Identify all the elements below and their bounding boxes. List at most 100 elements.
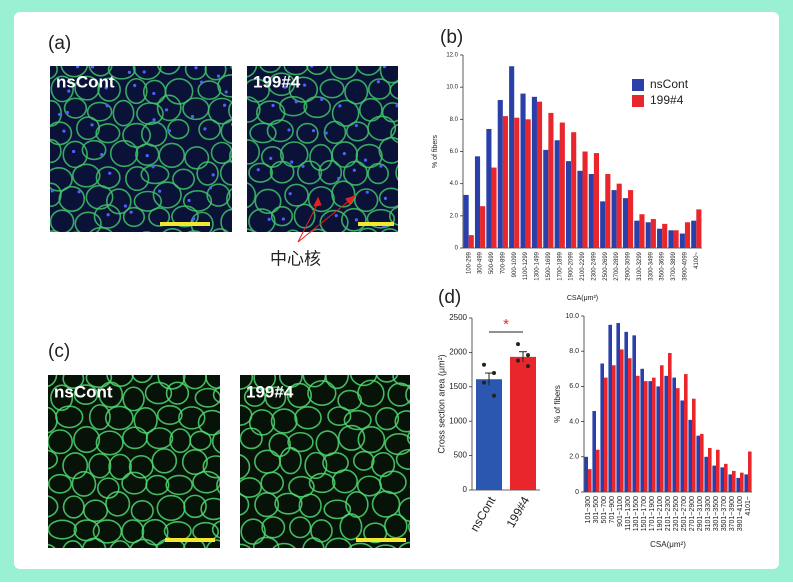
cell — [270, 206, 294, 227]
cell — [189, 430, 212, 451]
cell — [306, 66, 329, 76]
nucleus — [211, 173, 215, 177]
cell — [50, 384, 74, 412]
cell — [289, 516, 312, 539]
nucleus — [302, 83, 307, 87]
cell — [48, 473, 73, 494]
legend-label: nsCont — [650, 77, 689, 91]
nucleus — [354, 123, 358, 128]
data-point — [526, 353, 530, 358]
nucleus — [129, 210, 133, 214]
cell — [157, 66, 181, 75]
cell — [140, 164, 170, 185]
y-tick-label: 10.0 — [565, 313, 579, 320]
nucleus — [57, 112, 62, 117]
bar — [676, 388, 680, 492]
cell — [268, 432, 291, 458]
cell — [122, 386, 145, 412]
cell — [296, 122, 319, 144]
x-tick-label: 3100-3299 — [637, 251, 643, 280]
cell — [398, 497, 410, 523]
nucleus — [216, 74, 221, 78]
cell — [371, 490, 401, 518]
data-point — [516, 342, 520, 347]
cell — [355, 66, 382, 76]
cell — [307, 186, 335, 213]
nucleus — [123, 204, 128, 208]
bar — [656, 386, 660, 492]
bar — [502, 116, 508, 248]
cell — [375, 406, 400, 431]
x-tick-label: 2701~2900 — [689, 496, 696, 531]
cell — [107, 66, 136, 80]
x-tick-label: 2901~3100 — [697, 496, 704, 531]
image-label: 199#4 — [246, 382, 294, 401]
nucleus — [100, 152, 104, 157]
nucleus — [105, 104, 109, 108]
cell — [95, 430, 124, 456]
cell — [302, 537, 325, 548]
cell — [254, 492, 280, 518]
x-tick-label: 101~300 — [585, 496, 592, 524]
bar — [680, 400, 684, 492]
x-tick-label: 2900-3099 — [626, 251, 632, 280]
cell — [352, 450, 375, 471]
cell — [318, 159, 343, 185]
nucleus — [342, 152, 346, 156]
cell — [55, 405, 84, 429]
bar — [720, 467, 724, 492]
data-point — [482, 380, 486, 385]
cell — [63, 97, 88, 119]
y-tick-label: 6.0 — [569, 383, 579, 390]
nucleus — [382, 66, 387, 69]
nucleus — [222, 103, 227, 107]
nucleus — [320, 97, 324, 101]
cell — [279, 95, 308, 117]
micrograph — [48, 375, 220, 548]
data-point — [482, 362, 486, 367]
bar — [571, 132, 577, 248]
cell — [395, 448, 410, 470]
image-label: nsCont — [56, 72, 115, 91]
x-tick-label: 701~900 — [609, 496, 616, 524]
x-tick-label: 500-699 — [489, 251, 495, 274]
x-tick-label: 2700-2899 — [614, 251, 620, 280]
nucleus — [187, 198, 191, 203]
micrograph — [247, 66, 398, 232]
nucleus — [338, 104, 342, 108]
cell — [228, 101, 232, 120]
nucleus — [334, 214, 338, 218]
cell — [164, 78, 194, 105]
nucleus — [151, 165, 155, 169]
cell — [296, 160, 323, 185]
nucleus — [152, 118, 156, 122]
cell — [205, 539, 220, 548]
bar — [632, 335, 636, 492]
bar — [645, 222, 651, 248]
x-tick-label: 3701~3900 — [729, 496, 736, 531]
nucleus — [224, 90, 228, 94]
cell — [254, 188, 282, 215]
bar — [548, 112, 554, 249]
nucleus — [104, 86, 108, 90]
cell — [210, 141, 232, 165]
bar — [736, 477, 740, 492]
x-tick-label: 3900-4099 — [683, 251, 689, 280]
nucleus — [301, 164, 305, 168]
bar — [604, 377, 608, 492]
cell — [219, 160, 232, 186]
cell — [240, 454, 251, 480]
y-axis-label: % of fibers — [432, 134, 439, 168]
bar — [724, 463, 728, 492]
y-tick-label: 0 — [463, 485, 468, 494]
bar — [577, 170, 583, 248]
cell — [62, 140, 88, 169]
bar — [622, 198, 629, 248]
annotation: 中心核 — [270, 249, 321, 268]
cell — [349, 375, 378, 387]
nucleus — [142, 70, 146, 74]
nucleus — [294, 100, 298, 104]
cell — [337, 389, 363, 411]
cell — [97, 77, 121, 102]
cell — [187, 230, 202, 232]
